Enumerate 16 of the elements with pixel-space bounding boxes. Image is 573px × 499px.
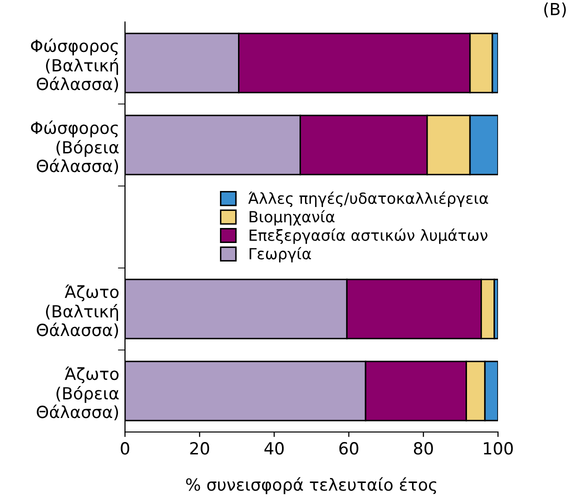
x-tick-label: 80 [414,442,433,455]
x-tick-label: 60 [339,442,358,455]
x-tick-label: 100 [484,442,513,455]
legend-label: Γεωργία [250,247,311,262]
x-axis-title: % συνεισφορά τελευταίο έτος [186,477,436,494]
y-tick-label: Φώσφορος (Βόρεια Θάλασσα) [30,120,119,174]
x-tick-label: 40 [264,442,284,455]
legend-label: Άλλες πηγές/υδατοκαλλιέργεια [248,192,488,208]
x-tick-label: 0 [120,442,130,455]
x-tick-label: 20 [190,442,210,455]
text: (B) [544,2,566,18]
y-tick-label: Άζωτο (Βαλτική Θάλασσα) [36,284,119,338]
y-tick-label: Φώσφορος (Βαλτική Θάλασσα) [30,38,118,92]
legend-label: Επεξεργασία αστικών λυμάτων [250,228,488,244]
legend-label: Βιομηχανία [250,210,335,226]
y-tick-label: Άζωτο (Βόρεια Θάλασσα) [36,366,119,420]
